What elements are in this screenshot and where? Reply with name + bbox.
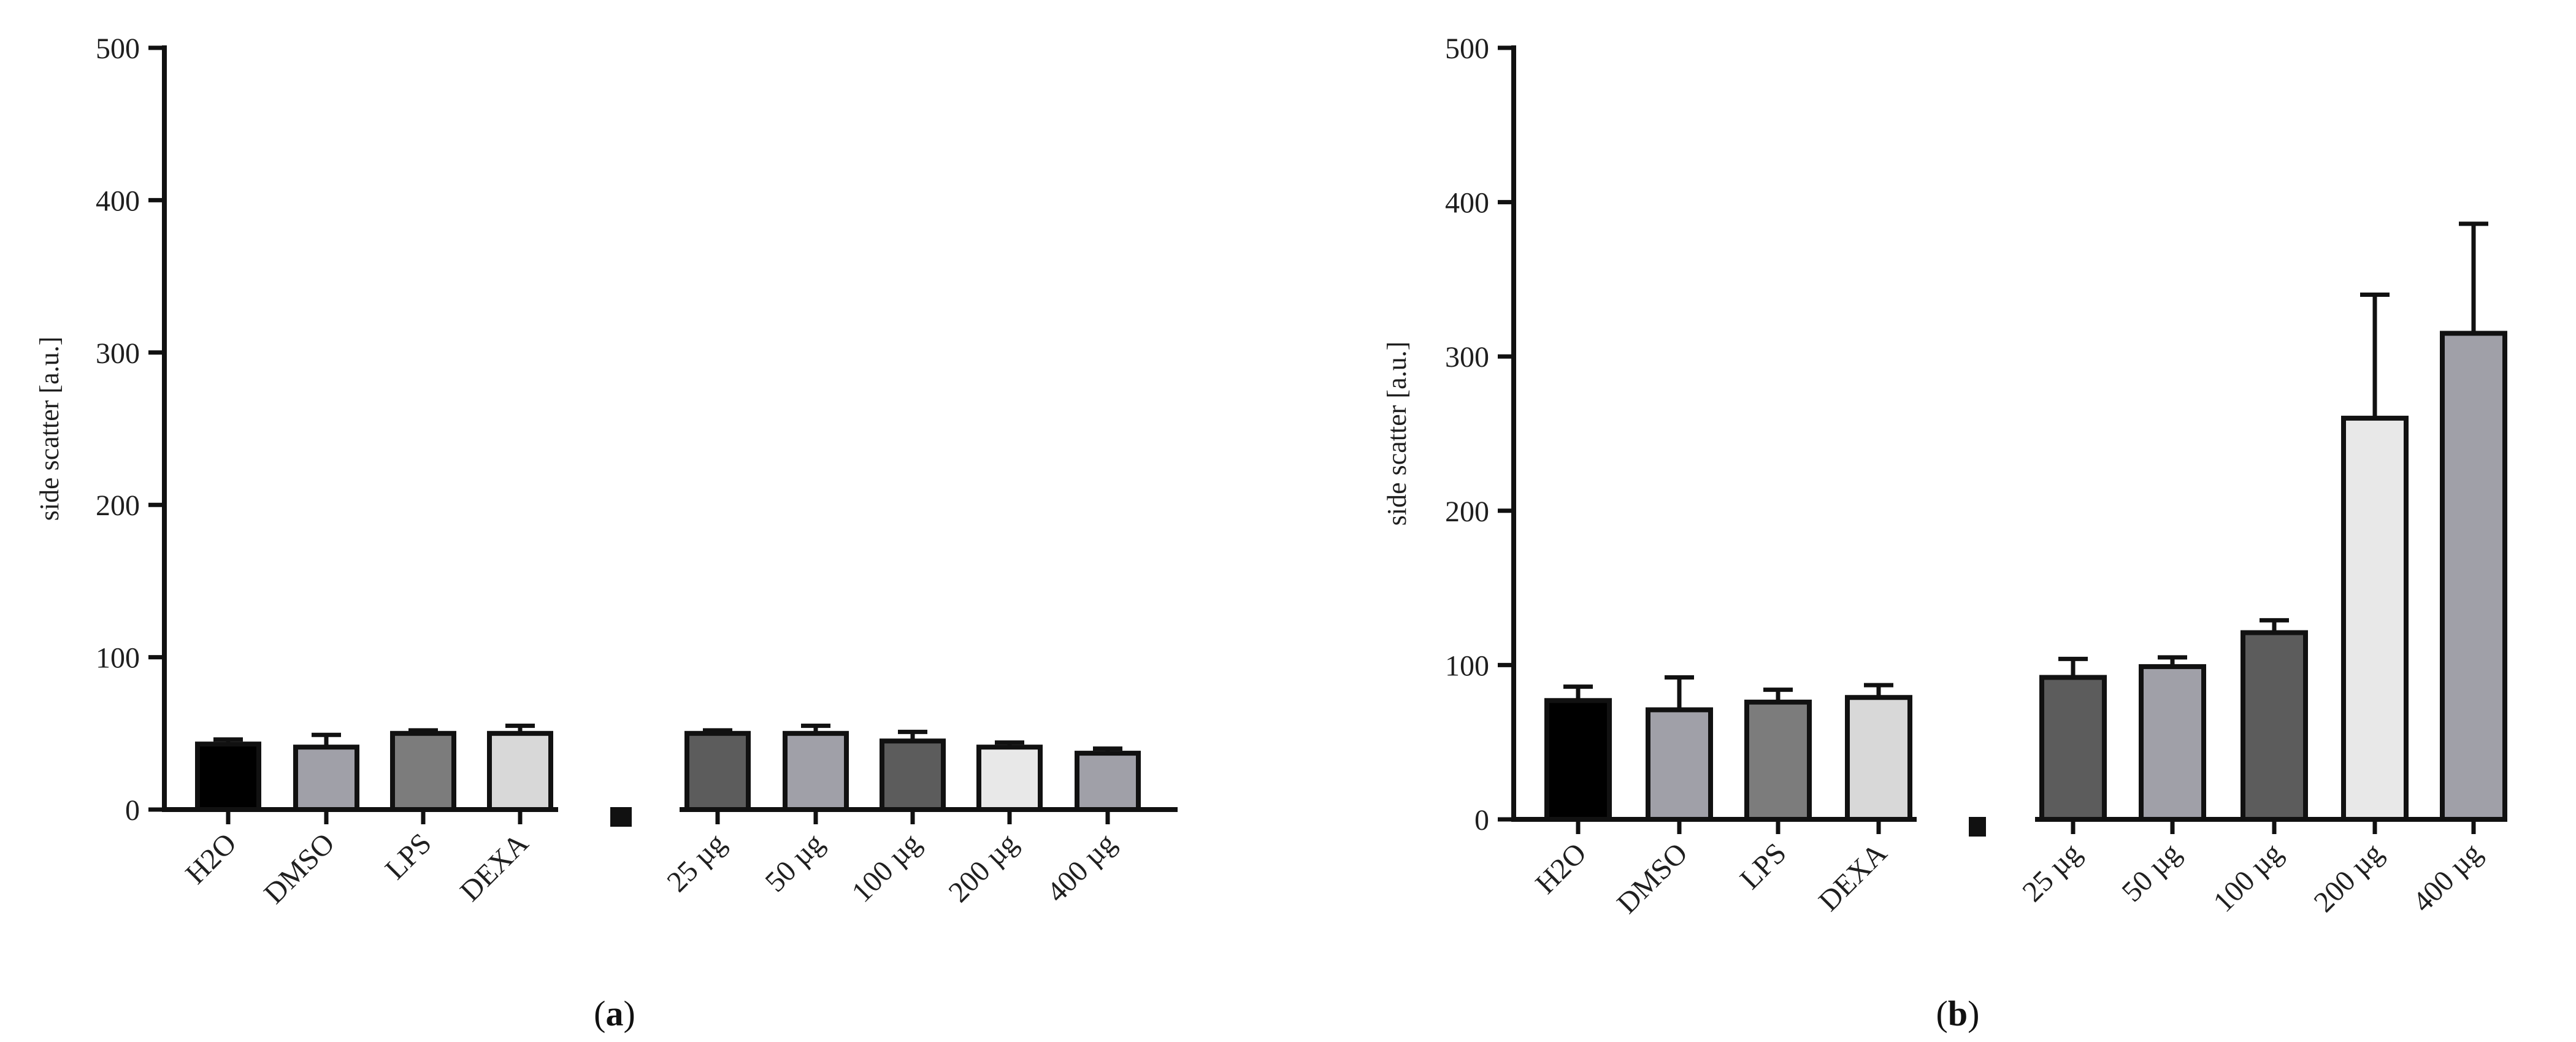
chart-panel-a: 0 100 200 300 400 500 side scatter [a.u.] H2O DM… xyxy=(34,33,1178,1033)
bar xyxy=(880,738,946,812)
bar xyxy=(1544,698,1612,822)
x-tick-label: 400 µg xyxy=(1040,827,1122,908)
y-tick-label: 100 xyxy=(1445,649,1489,682)
y-tick-label: 400 xyxy=(96,185,140,217)
x-tick-label: LPS xyxy=(1734,837,1793,895)
x-tick-label: DEXA xyxy=(1812,837,1893,917)
panel-label: (a) xyxy=(594,994,635,1033)
x-tick-label: DMSO xyxy=(258,827,341,910)
y-axis-title: side scatter [a.u.] xyxy=(1382,342,1412,526)
bar xyxy=(1075,751,1141,813)
bar xyxy=(195,741,261,812)
x-tick-label: 200 µg xyxy=(942,827,1024,908)
x-axis-break-mark xyxy=(610,807,632,827)
y-tick-label: 200 xyxy=(96,489,140,522)
bar xyxy=(976,745,1043,813)
bar xyxy=(2341,415,2409,822)
x-tick-label: 100 µg xyxy=(845,827,927,908)
bar xyxy=(1744,699,1812,822)
bar xyxy=(2440,331,2507,822)
y-tick-label: 300 xyxy=(96,337,140,370)
x-tick-label: 50 µg xyxy=(759,827,830,898)
bar xyxy=(293,745,359,813)
y-axis-title: side scatter [a.u.] xyxy=(34,337,64,521)
x-tick-label: 200 µg xyxy=(2307,837,2389,918)
bar xyxy=(1845,695,1912,822)
bar xyxy=(2241,630,2308,822)
bar xyxy=(2039,675,2107,822)
y-tick-label: 0 xyxy=(125,794,140,827)
bar xyxy=(487,730,553,813)
y-tick-label: 400 xyxy=(1445,187,1489,220)
y-tick-label: 500 xyxy=(1445,33,1489,65)
x-tick-label: 100 µg xyxy=(2207,837,2288,918)
y-tick-label: 200 xyxy=(1445,496,1489,528)
x-tick-label: DMSO xyxy=(1611,837,1694,920)
x-tick-label: 50 µg xyxy=(2115,837,2187,908)
bar xyxy=(1646,707,1713,822)
y-tick-label: 0 xyxy=(1474,804,1489,837)
y-tick-label: 500 xyxy=(96,33,140,65)
bar xyxy=(2139,664,2206,822)
x-tick-label: 25 µg xyxy=(2016,837,2087,908)
bar xyxy=(390,730,456,813)
panel-label: (b) xyxy=(1936,994,1980,1033)
x-axis-break-mark xyxy=(1969,817,1986,837)
bar xyxy=(684,730,751,813)
x-tick-label: 25 µg xyxy=(661,827,732,898)
x-tick-label: H2O xyxy=(179,827,242,890)
chart-panel-b: 0 100 200 300 400 500 side scatter [a.u.] H2O DM… xyxy=(1382,33,2507,1033)
y-tick-label: 300 xyxy=(1445,341,1489,374)
x-tick-label: 400 µg xyxy=(2406,837,2488,918)
y-tick-label: 100 xyxy=(96,642,140,675)
x-tick-label: DEXA xyxy=(454,827,535,908)
x-tick-label: LPS xyxy=(379,827,438,886)
bar xyxy=(783,730,849,813)
x-tick-label: H2O xyxy=(1529,837,1592,900)
